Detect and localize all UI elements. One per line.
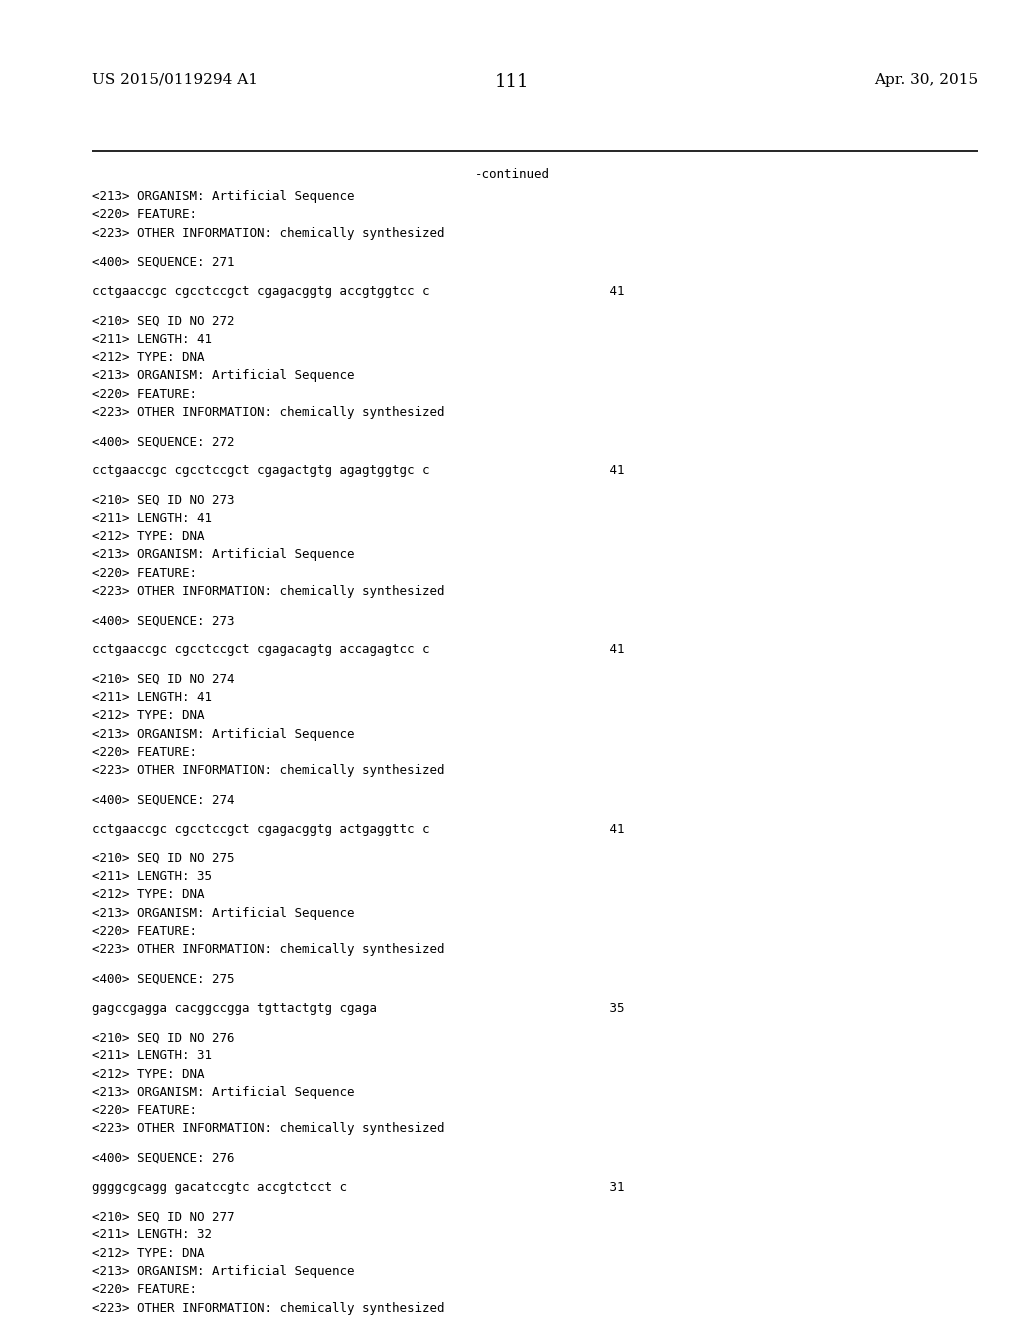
Text: cctgaaccgc cgcctccgct cgagacagtg accagagtcc c                        41: cctgaaccgc cgcctccgct cgagacagtg accagag… <box>92 643 625 656</box>
Text: <223> OTHER INFORMATION: chemically synthesized: <223> OTHER INFORMATION: chemically synt… <box>92 1122 444 1135</box>
Text: <400> SEQUENCE: 276: <400> SEQUENCE: 276 <box>92 1152 234 1164</box>
Text: <210> SEQ ID NO 272: <210> SEQ ID NO 272 <box>92 314 234 327</box>
Text: <212> TYPE: DNA: <212> TYPE: DNA <box>92 709 205 722</box>
Text: <400> SEQUENCE: 275: <400> SEQUENCE: 275 <box>92 973 234 986</box>
Text: <400> SEQUENCE: 271: <400> SEQUENCE: 271 <box>92 256 234 269</box>
Text: <213> ORGANISM: Artificial Sequence: <213> ORGANISM: Artificial Sequence <box>92 370 354 383</box>
Text: <211> LENGTH: 35: <211> LENGTH: 35 <box>92 870 212 883</box>
Text: gagccgagga cacggccgga tgttactgtg cgaga                               35: gagccgagga cacggccgga tgttactgtg cgaga 3… <box>92 1002 625 1015</box>
Text: <211> LENGTH: 41: <211> LENGTH: 41 <box>92 512 212 525</box>
Text: Apr. 30, 2015: Apr. 30, 2015 <box>873 73 978 87</box>
Text: <223> OTHER INFORMATION: chemically synthesized: <223> OTHER INFORMATION: chemically synt… <box>92 405 444 418</box>
Text: <220> FEATURE:: <220> FEATURE: <box>92 566 198 579</box>
Text: <213> ORGANISM: Artificial Sequence: <213> ORGANISM: Artificial Sequence <box>92 1265 354 1278</box>
Text: <211> LENGTH: 32: <211> LENGTH: 32 <box>92 1229 212 1242</box>
Text: cctgaaccgc cgcctccgct cgagactgtg agagtggtgc c                        41: cctgaaccgc cgcctccgct cgagactgtg agagtgg… <box>92 465 625 478</box>
Text: <213> ORGANISM: Artificial Sequence: <213> ORGANISM: Artificial Sequence <box>92 1086 354 1098</box>
Text: <211> LENGTH: 31: <211> LENGTH: 31 <box>92 1049 212 1063</box>
Text: <212> TYPE: DNA: <212> TYPE: DNA <box>92 1068 205 1081</box>
Text: <212> TYPE: DNA: <212> TYPE: DNA <box>92 888 205 902</box>
Text: <220> FEATURE:: <220> FEATURE: <box>92 388 198 400</box>
Text: <213> ORGANISM: Artificial Sequence: <213> ORGANISM: Artificial Sequence <box>92 727 354 741</box>
Text: <223> OTHER INFORMATION: chemically synthesized: <223> OTHER INFORMATION: chemically synt… <box>92 1302 444 1315</box>
Text: <210> SEQ ID NO 275: <210> SEQ ID NO 275 <box>92 851 234 865</box>
Text: <223> OTHER INFORMATION: chemically synthesized: <223> OTHER INFORMATION: chemically synt… <box>92 944 444 956</box>
Text: <223> OTHER INFORMATION: chemically synthesized: <223> OTHER INFORMATION: chemically synt… <box>92 585 444 598</box>
Text: ggggcgcagg gacatccgtc accgtctcct c                                   31: ggggcgcagg gacatccgtc accgtctcct c 31 <box>92 1181 625 1195</box>
Text: <220> FEATURE:: <220> FEATURE: <box>92 746 198 759</box>
Text: <210> SEQ ID NO 276: <210> SEQ ID NO 276 <box>92 1031 234 1044</box>
Text: <400> SEQUENCE: 273: <400> SEQUENCE: 273 <box>92 614 234 627</box>
Text: <223> OTHER INFORMATION: chemically synthesized: <223> OTHER INFORMATION: chemically synt… <box>92 764 444 777</box>
Text: <213> ORGANISM: Artificial Sequence: <213> ORGANISM: Artificial Sequence <box>92 190 354 203</box>
Text: <210> SEQ ID NO 274: <210> SEQ ID NO 274 <box>92 673 234 685</box>
Text: <223> OTHER INFORMATION: chemically synthesized: <223> OTHER INFORMATION: chemically synt… <box>92 227 444 240</box>
Text: cctgaaccgc cgcctccgct cgagacggtg actgaggttc c                        41: cctgaaccgc cgcctccgct cgagacggtg actgagg… <box>92 822 625 836</box>
Text: <212> TYPE: DNA: <212> TYPE: DNA <box>92 531 205 543</box>
Text: <400> SEQUENCE: 272: <400> SEQUENCE: 272 <box>92 436 234 447</box>
Text: <211> LENGTH: 41: <211> LENGTH: 41 <box>92 333 212 346</box>
Text: <210> SEQ ID NO 277: <210> SEQ ID NO 277 <box>92 1210 234 1224</box>
Text: <220> FEATURE:: <220> FEATURE: <box>92 925 198 939</box>
Text: <220> FEATURE:: <220> FEATURE: <box>92 209 198 222</box>
Text: <400> SEQUENCE: 274: <400> SEQUENCE: 274 <box>92 793 234 807</box>
Text: <210> SEQ ID NO 273: <210> SEQ ID NO 273 <box>92 494 234 507</box>
Text: cctgaaccgc cgcctccgct cgagacggtg accgtggtcc c                        41: cctgaaccgc cgcctccgct cgagacggtg accgtgg… <box>92 285 625 298</box>
Text: <211> LENGTH: 41: <211> LENGTH: 41 <box>92 690 212 704</box>
Text: <212> TYPE: DNA: <212> TYPE: DNA <box>92 351 205 364</box>
Text: <220> FEATURE:: <220> FEATURE: <box>92 1283 198 1296</box>
Text: <212> TYPE: DNA: <212> TYPE: DNA <box>92 1247 205 1259</box>
Text: <213> ORGANISM: Artificial Sequence: <213> ORGANISM: Artificial Sequence <box>92 907 354 920</box>
Text: <213> ORGANISM: Artificial Sequence: <213> ORGANISM: Artificial Sequence <box>92 548 354 561</box>
Text: -continued: -continued <box>474 168 550 181</box>
Text: 111: 111 <box>495 73 529 91</box>
Text: <220> FEATURE:: <220> FEATURE: <box>92 1105 198 1117</box>
Text: US 2015/0119294 A1: US 2015/0119294 A1 <box>92 73 258 87</box>
